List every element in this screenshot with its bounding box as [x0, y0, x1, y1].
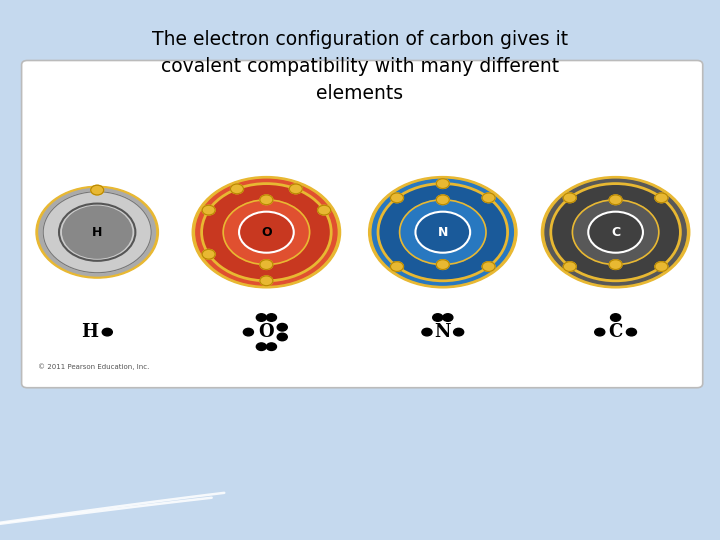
- Text: O: O: [261, 226, 271, 239]
- Circle shape: [369, 177, 517, 288]
- Text: The electron configuration of carbon gives it
covalent compatibility with many d: The electron configuration of carbon giv…: [152, 30, 568, 103]
- Circle shape: [482, 262, 495, 272]
- Text: H: H: [92, 226, 102, 239]
- Circle shape: [443, 314, 453, 321]
- Circle shape: [422, 328, 432, 336]
- Circle shape: [545, 179, 686, 285]
- Circle shape: [243, 328, 253, 336]
- Circle shape: [482, 193, 495, 202]
- Circle shape: [572, 200, 659, 265]
- Text: N: N: [438, 226, 448, 239]
- Text: © 2011 Pearson Education, Inc.: © 2011 Pearson Education, Inc.: [38, 363, 150, 370]
- Circle shape: [196, 179, 337, 285]
- Circle shape: [277, 323, 287, 331]
- Text: C: C: [611, 226, 620, 239]
- Circle shape: [541, 177, 690, 288]
- Circle shape: [230, 184, 243, 194]
- Circle shape: [611, 314, 621, 321]
- Circle shape: [223, 200, 310, 265]
- Circle shape: [289, 184, 302, 194]
- Circle shape: [260, 195, 273, 205]
- Circle shape: [454, 328, 464, 336]
- Text: O: O: [258, 323, 274, 341]
- Circle shape: [551, 184, 680, 281]
- Text: H: H: [81, 323, 99, 341]
- Circle shape: [655, 193, 668, 202]
- Circle shape: [372, 179, 513, 285]
- Circle shape: [433, 314, 443, 321]
- Circle shape: [266, 343, 276, 350]
- Circle shape: [260, 276, 273, 286]
- Circle shape: [609, 195, 622, 205]
- Circle shape: [202, 184, 331, 281]
- Circle shape: [260, 260, 273, 269]
- Text: C: C: [608, 323, 623, 341]
- Circle shape: [239, 212, 294, 253]
- Circle shape: [318, 205, 330, 215]
- Circle shape: [563, 262, 576, 272]
- Circle shape: [626, 328, 636, 336]
- FancyBboxPatch shape: [22, 60, 703, 388]
- Circle shape: [390, 193, 403, 202]
- Circle shape: [655, 262, 668, 272]
- Circle shape: [202, 249, 215, 259]
- Circle shape: [43, 192, 151, 273]
- Circle shape: [63, 206, 132, 258]
- Circle shape: [36, 186, 158, 278]
- Circle shape: [256, 343, 266, 350]
- Circle shape: [202, 205, 215, 215]
- Text: N: N: [435, 323, 451, 341]
- Circle shape: [39, 188, 156, 276]
- Circle shape: [563, 193, 576, 202]
- Circle shape: [266, 314, 276, 321]
- Circle shape: [192, 177, 341, 288]
- Circle shape: [436, 179, 449, 188]
- Circle shape: [436, 195, 449, 205]
- Circle shape: [400, 200, 486, 265]
- Circle shape: [609, 260, 622, 269]
- Circle shape: [378, 184, 508, 281]
- Circle shape: [436, 260, 449, 269]
- Circle shape: [256, 314, 266, 321]
- Circle shape: [277, 333, 287, 341]
- Circle shape: [390, 262, 403, 272]
- Circle shape: [588, 212, 643, 253]
- Circle shape: [415, 212, 470, 253]
- Circle shape: [102, 328, 112, 336]
- Circle shape: [595, 328, 605, 336]
- Circle shape: [91, 185, 104, 195]
